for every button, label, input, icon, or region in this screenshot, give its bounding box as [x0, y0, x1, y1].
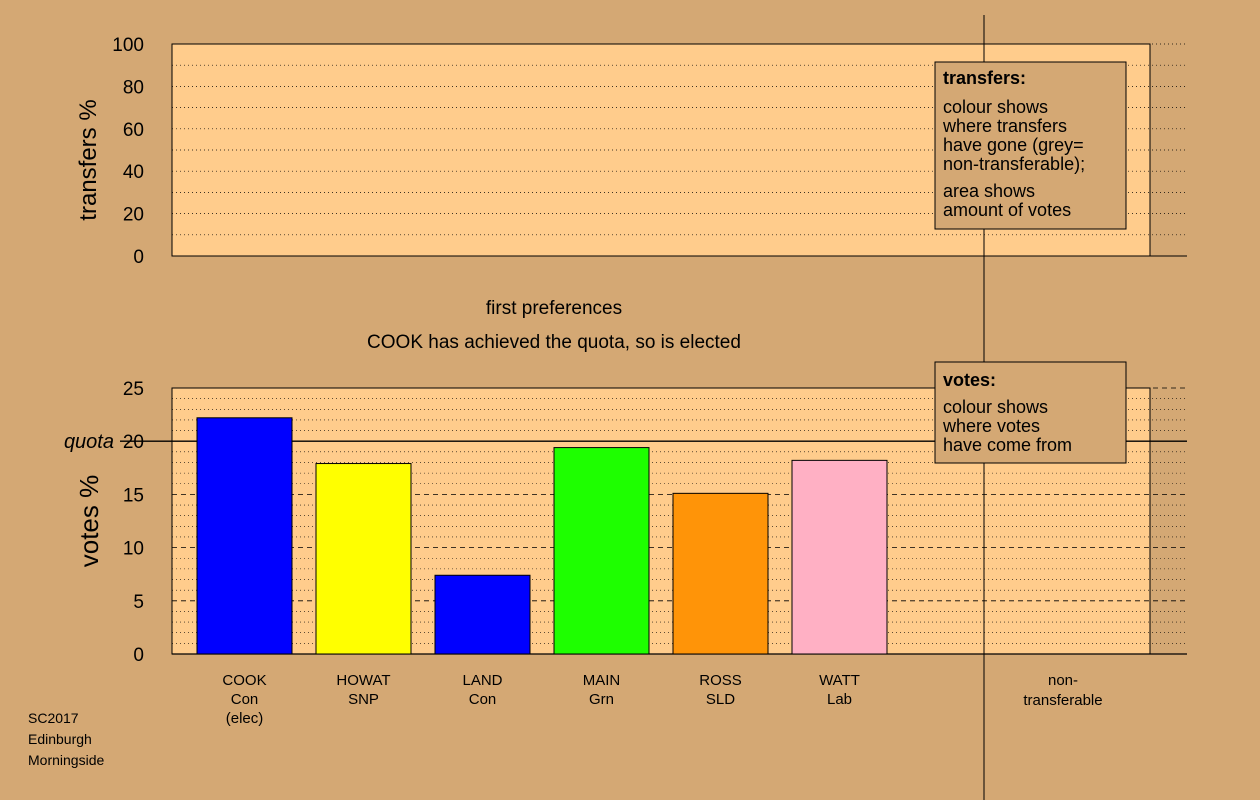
- bar-howat: [315, 463, 412, 655]
- transfers-legend-text: have gone (grey=: [943, 135, 1084, 155]
- transfers-gridlines: [172, 43, 1187, 257]
- bar-watt: [791, 459, 888, 655]
- transfers-legend: transfers: colour shows where transfers …: [934, 61, 1127, 230]
- transfers-legend-title: transfers:: [943, 68, 1026, 88]
- y-tick-label: 15: [123, 485, 144, 506]
- transfers-y-ticks: 0 20 40 60 80 100: [112, 35, 144, 268]
- transfers-legend-text: where transfers: [942, 116, 1067, 136]
- y-tick-label: 20: [123, 432, 144, 453]
- y-tick-label: 5: [133, 592, 144, 613]
- votes-y-label: votes %: [74, 475, 104, 568]
- candidate-label: COOK: [222, 672, 266, 689]
- candidate-label: Con: [469, 691, 497, 708]
- candidate-label: (elec): [226, 710, 264, 727]
- y-tick-label: 60: [123, 120, 144, 141]
- nontransferable-label: transferable: [1023, 692, 1102, 709]
- bar-ross: [672, 492, 769, 655]
- y-tick-label: 20: [123, 205, 144, 226]
- candidate-labels: COOK Con (elec) HOWAT SNP LAND Con MAIN Grn ROSS S…: [222, 672, 860, 727]
- footer-ward: Morningside: [28, 752, 104, 768]
- votes-legend-box: [934, 361, 1127, 464]
- footer-election: SC2017: [28, 710, 79, 726]
- votes-legend-text: have come from: [943, 435, 1072, 455]
- candidate-label: LAND: [462, 672, 502, 689]
- stage-title: first preferences: [486, 298, 622, 319]
- transfers-legend-text: non-transferable);: [943, 154, 1085, 174]
- y-tick-label: 25: [123, 379, 144, 400]
- transfers-legend-box: [934, 61, 1127, 230]
- y-tick-label: 80: [123, 77, 144, 98]
- y-tick-label: 10: [123, 539, 144, 560]
- nontransferable-label: non-: [1048, 672, 1078, 689]
- votes-legend-text: where votes: [942, 416, 1040, 436]
- votes-y-ticks: 0 5 10 15 25 20: [123, 379, 144, 666]
- stage-status: COOK has achieved the quota, so is elect…: [367, 332, 741, 353]
- y-tick-label: 0: [133, 645, 144, 666]
- candidate-label: HOWAT: [336, 672, 390, 689]
- votes-panel: 0 5 10 15 25 20 COOK Con (elec) HOWAT SNP LAND Con M…: [64, 379, 1187, 727]
- votes-bars: [196, 417, 888, 655]
- candidate-label: Con: [231, 691, 259, 708]
- bar-cook: [196, 417, 293, 655]
- transfers-legend-text: amount of votes: [943, 200, 1071, 220]
- candidate-label: ROSS: [699, 672, 742, 689]
- candidate-label: WATT: [819, 672, 860, 689]
- transfers-y-label: transfers %: [75, 99, 102, 220]
- transfers-legend-text: colour shows: [943, 97, 1048, 117]
- votes-legend-title: votes:: [943, 370, 996, 390]
- footer-council: Edinburgh: [28, 731, 92, 747]
- transfers-legend-text: area shows: [943, 181, 1035, 201]
- y-tick-label: 100: [112, 35, 144, 56]
- bar-main: [553, 447, 650, 655]
- bar-land: [434, 574, 531, 655]
- footer: SC2017 Edinburgh Morningside: [28, 710, 104, 768]
- candidate-label: Grn: [589, 691, 614, 708]
- votes-legend: votes: colour shows where votes have com…: [934, 361, 1127, 464]
- candidate-label: SLD: [706, 691, 735, 708]
- y-tick-label: 0: [133, 247, 144, 268]
- y-tick-label: 40: [123, 162, 144, 183]
- votes-legend-text: colour shows: [943, 397, 1048, 417]
- candidate-label: MAIN: [583, 672, 621, 689]
- quota-label: quota: [64, 431, 114, 453]
- candidate-label: Lab: [827, 691, 852, 708]
- candidate-label: SNP: [348, 691, 379, 708]
